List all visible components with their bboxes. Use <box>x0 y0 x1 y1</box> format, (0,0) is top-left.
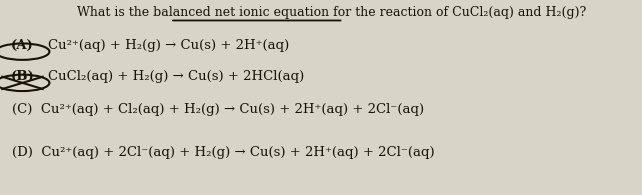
Text: (A): (A) <box>11 39 34 52</box>
Text: CuCl₂(aq) + H₂(g) → Cu(s) + 2HCl(aq): CuCl₂(aq) + H₂(g) → Cu(s) + 2HCl(aq) <box>48 70 304 83</box>
Text: Cu²⁺(aq) + H₂(g) → Cu(s) + 2H⁺(aq): Cu²⁺(aq) + H₂(g) → Cu(s) + 2H⁺(aq) <box>48 39 290 52</box>
Text: What is the balanced net ionic equation for the reaction of CuCl₂(aq) and H₂(g)?: What is the balanced net ionic equation … <box>77 6 586 19</box>
Text: (B): (B) <box>11 70 34 83</box>
Text: (D)  Cu²⁺(aq) + 2Cl⁻(aq) + H₂(g) → Cu(s) + 2H⁺(aq) + 2Cl⁻(aq): (D) Cu²⁺(aq) + 2Cl⁻(aq) + H₂(g) → Cu(s) … <box>12 146 434 159</box>
Text: (C)  Cu²⁺(aq) + Cl₂(aq) + H₂(g) → Cu(s) + 2H⁺(aq) + 2Cl⁻(aq): (C) Cu²⁺(aq) + Cl₂(aq) + H₂(g) → Cu(s) +… <box>12 103 424 116</box>
